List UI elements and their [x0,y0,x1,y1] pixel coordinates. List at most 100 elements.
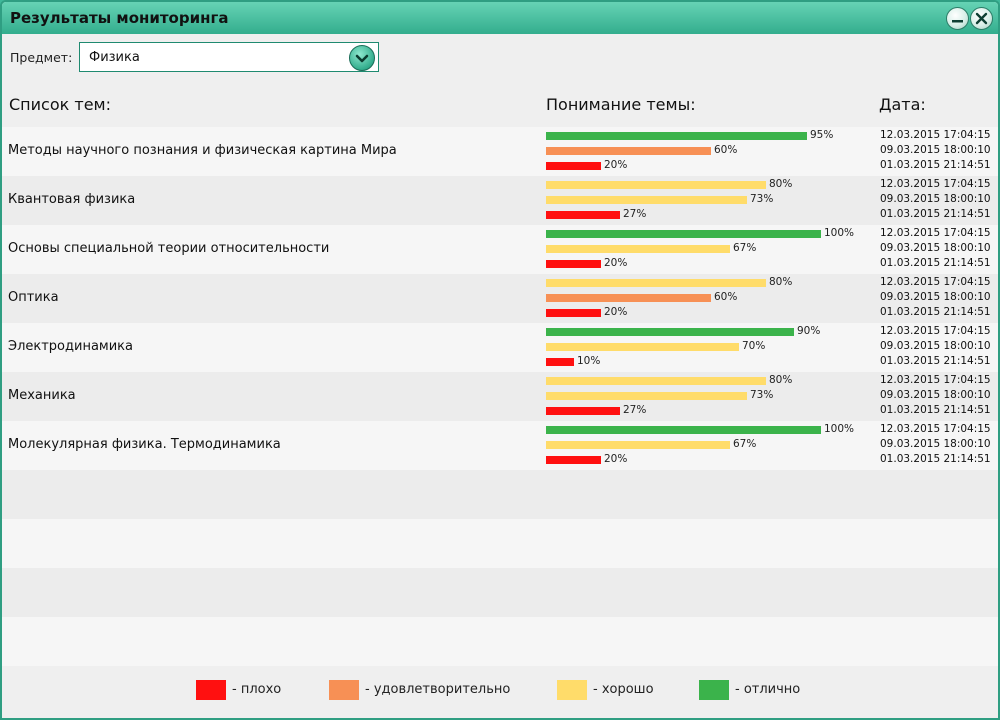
topic-name: Молекулярная физика. Термодинамика [8,437,281,452]
understanding-bar [546,147,711,155]
subject-dropdown-button[interactable] [349,45,375,71]
understanding-bars: 100% 67% 20% [546,421,866,470]
legend-swatch [329,680,359,700]
result-date: 09.03.2015 18:00:10 [880,193,991,205]
table-row[interactable]: Методы научного познания и физическая ка… [2,127,998,176]
legend-label: - отлично [735,682,801,697]
result-date: 01.03.2015 21:14:51 [880,404,991,416]
minimize-icon [952,20,963,23]
legend-swatch [699,680,729,700]
subject-select[interactable]: Физика [79,42,379,72]
understanding-bar [546,392,747,400]
understanding-bar [546,162,601,170]
result-date: 01.03.2015 21:14:51 [880,453,991,465]
result-date: 09.03.2015 18:00:10 [880,389,991,401]
understanding-bars: 95% 60% 20% [546,127,866,176]
table-row[interactable]: Основы специальной теории относительност… [2,225,998,274]
content-area: Предмет: Физика Список тем: Понимание те… [2,34,998,718]
result-date: 12.03.2015 17:04:15 [880,227,991,239]
percent-label: 70% [742,340,766,352]
understanding-bar [546,441,730,449]
understanding-bar [546,377,766,385]
empty-row [2,568,998,617]
percent-label: 67% [733,438,757,450]
result-date: 01.03.2015 21:14:51 [880,159,991,171]
percent-label: 60% [714,144,738,156]
result-date: 12.03.2015 17:04:15 [880,374,991,386]
table-row[interactable]: Механика 12.03.2015 17:04:15 09.03.2015 18… [2,372,998,421]
minimize-button[interactable] [946,7,969,30]
understanding-bars: 80% 60% 20% [546,274,866,323]
subject-select-value: Физика [89,50,140,65]
empty-row [2,617,998,666]
close-button[interactable] [970,7,993,30]
percent-label: 20% [604,257,628,269]
chevron-down-icon [355,54,369,63]
understanding-column-header: Понимание темы: [546,95,696,114]
topic-name: Основы специальной теории относительност… [8,241,330,256]
percent-label: 67% [733,242,757,254]
percent-label: 20% [604,159,628,171]
close-icon [975,12,988,25]
window-title: Результаты мониторинга [10,9,229,27]
table-row[interactable]: Квантовая физика 12.03.2015 17:04:15 09.03… [2,176,998,225]
understanding-bar [546,181,766,189]
result-date: 01.03.2015 21:14:51 [880,355,991,367]
understanding-bar [546,245,730,253]
topic-name: Оптика [8,290,59,305]
understanding-bar [546,211,620,219]
result-date: 01.03.2015 21:14:51 [880,257,991,269]
understanding-bar [546,279,766,287]
percent-label: 27% [623,404,647,416]
result-date: 01.03.2015 21:14:51 [880,208,991,220]
understanding-bar [546,407,620,415]
result-date: 09.03.2015 18:00:10 [880,438,991,450]
percent-label: 80% [769,178,793,190]
legend-swatch [557,680,587,700]
title-bar[interactable]: Результаты мониторинга [2,2,998,35]
percent-label: 73% [750,193,774,205]
understanding-bar [546,426,821,434]
understanding-bar [546,132,807,140]
understanding-bar [546,456,601,464]
result-date: 09.03.2015 18:00:10 [880,242,991,254]
percent-label: 20% [604,453,628,465]
understanding-bar [546,328,794,336]
percent-label: 90% [797,325,821,337]
table-row[interactable]: Молекулярная физика. Термодинамика 12.03.… [2,421,998,470]
legend-label: - удовлетворительно [365,682,511,697]
understanding-bars: 100% 67% 20% [546,225,866,274]
table-row[interactable]: Электродинамика 12.03.2015 17:04:15 09.03.… [2,323,998,372]
subject-label: Предмет: [10,50,73,65]
percent-label: 10% [577,355,601,367]
legend: - плохо - удовлетворительно - хорошо - отли… [2,680,998,700]
result-date: 01.03.2015 21:14:51 [880,306,991,318]
topic-name: Электродинамика [8,339,133,354]
result-date: 09.03.2015 18:00:10 [880,144,991,156]
result-date: 12.03.2015 17:04:15 [880,178,991,190]
empty-row [2,519,998,568]
percent-label: 27% [623,208,647,220]
understanding-bar [546,230,821,238]
percent-label: 20% [604,306,628,318]
percent-label: 73% [750,389,774,401]
understanding-bars: 80% 73% 27% [546,372,866,421]
topic-name: Квантовая физика [8,192,136,207]
topics-column-header: Список тем: [9,95,111,114]
percent-label: 100% [824,423,855,435]
topic-name: Методы научного познания и физическая ка… [8,143,397,158]
percent-label: 95% [810,129,834,141]
topics-table: Методы научного познания и физическая ка… [2,127,998,666]
result-date: 12.03.2015 17:04:15 [880,325,991,337]
percent-label: 60% [714,291,738,303]
understanding-bar [546,260,601,268]
understanding-bar [546,358,574,366]
table-row[interactable]: Оптика 12.03.2015 17:04:15 09.03.2015 18:0… [2,274,998,323]
legend-swatch [196,680,226,700]
legend-label: - хорошо [593,682,654,697]
topic-name: Механика [8,388,76,403]
empty-row [2,470,998,519]
understanding-bar [546,294,711,302]
result-date: 12.03.2015 17:04:15 [880,276,991,288]
result-date: 09.03.2015 18:00:10 [880,291,991,303]
